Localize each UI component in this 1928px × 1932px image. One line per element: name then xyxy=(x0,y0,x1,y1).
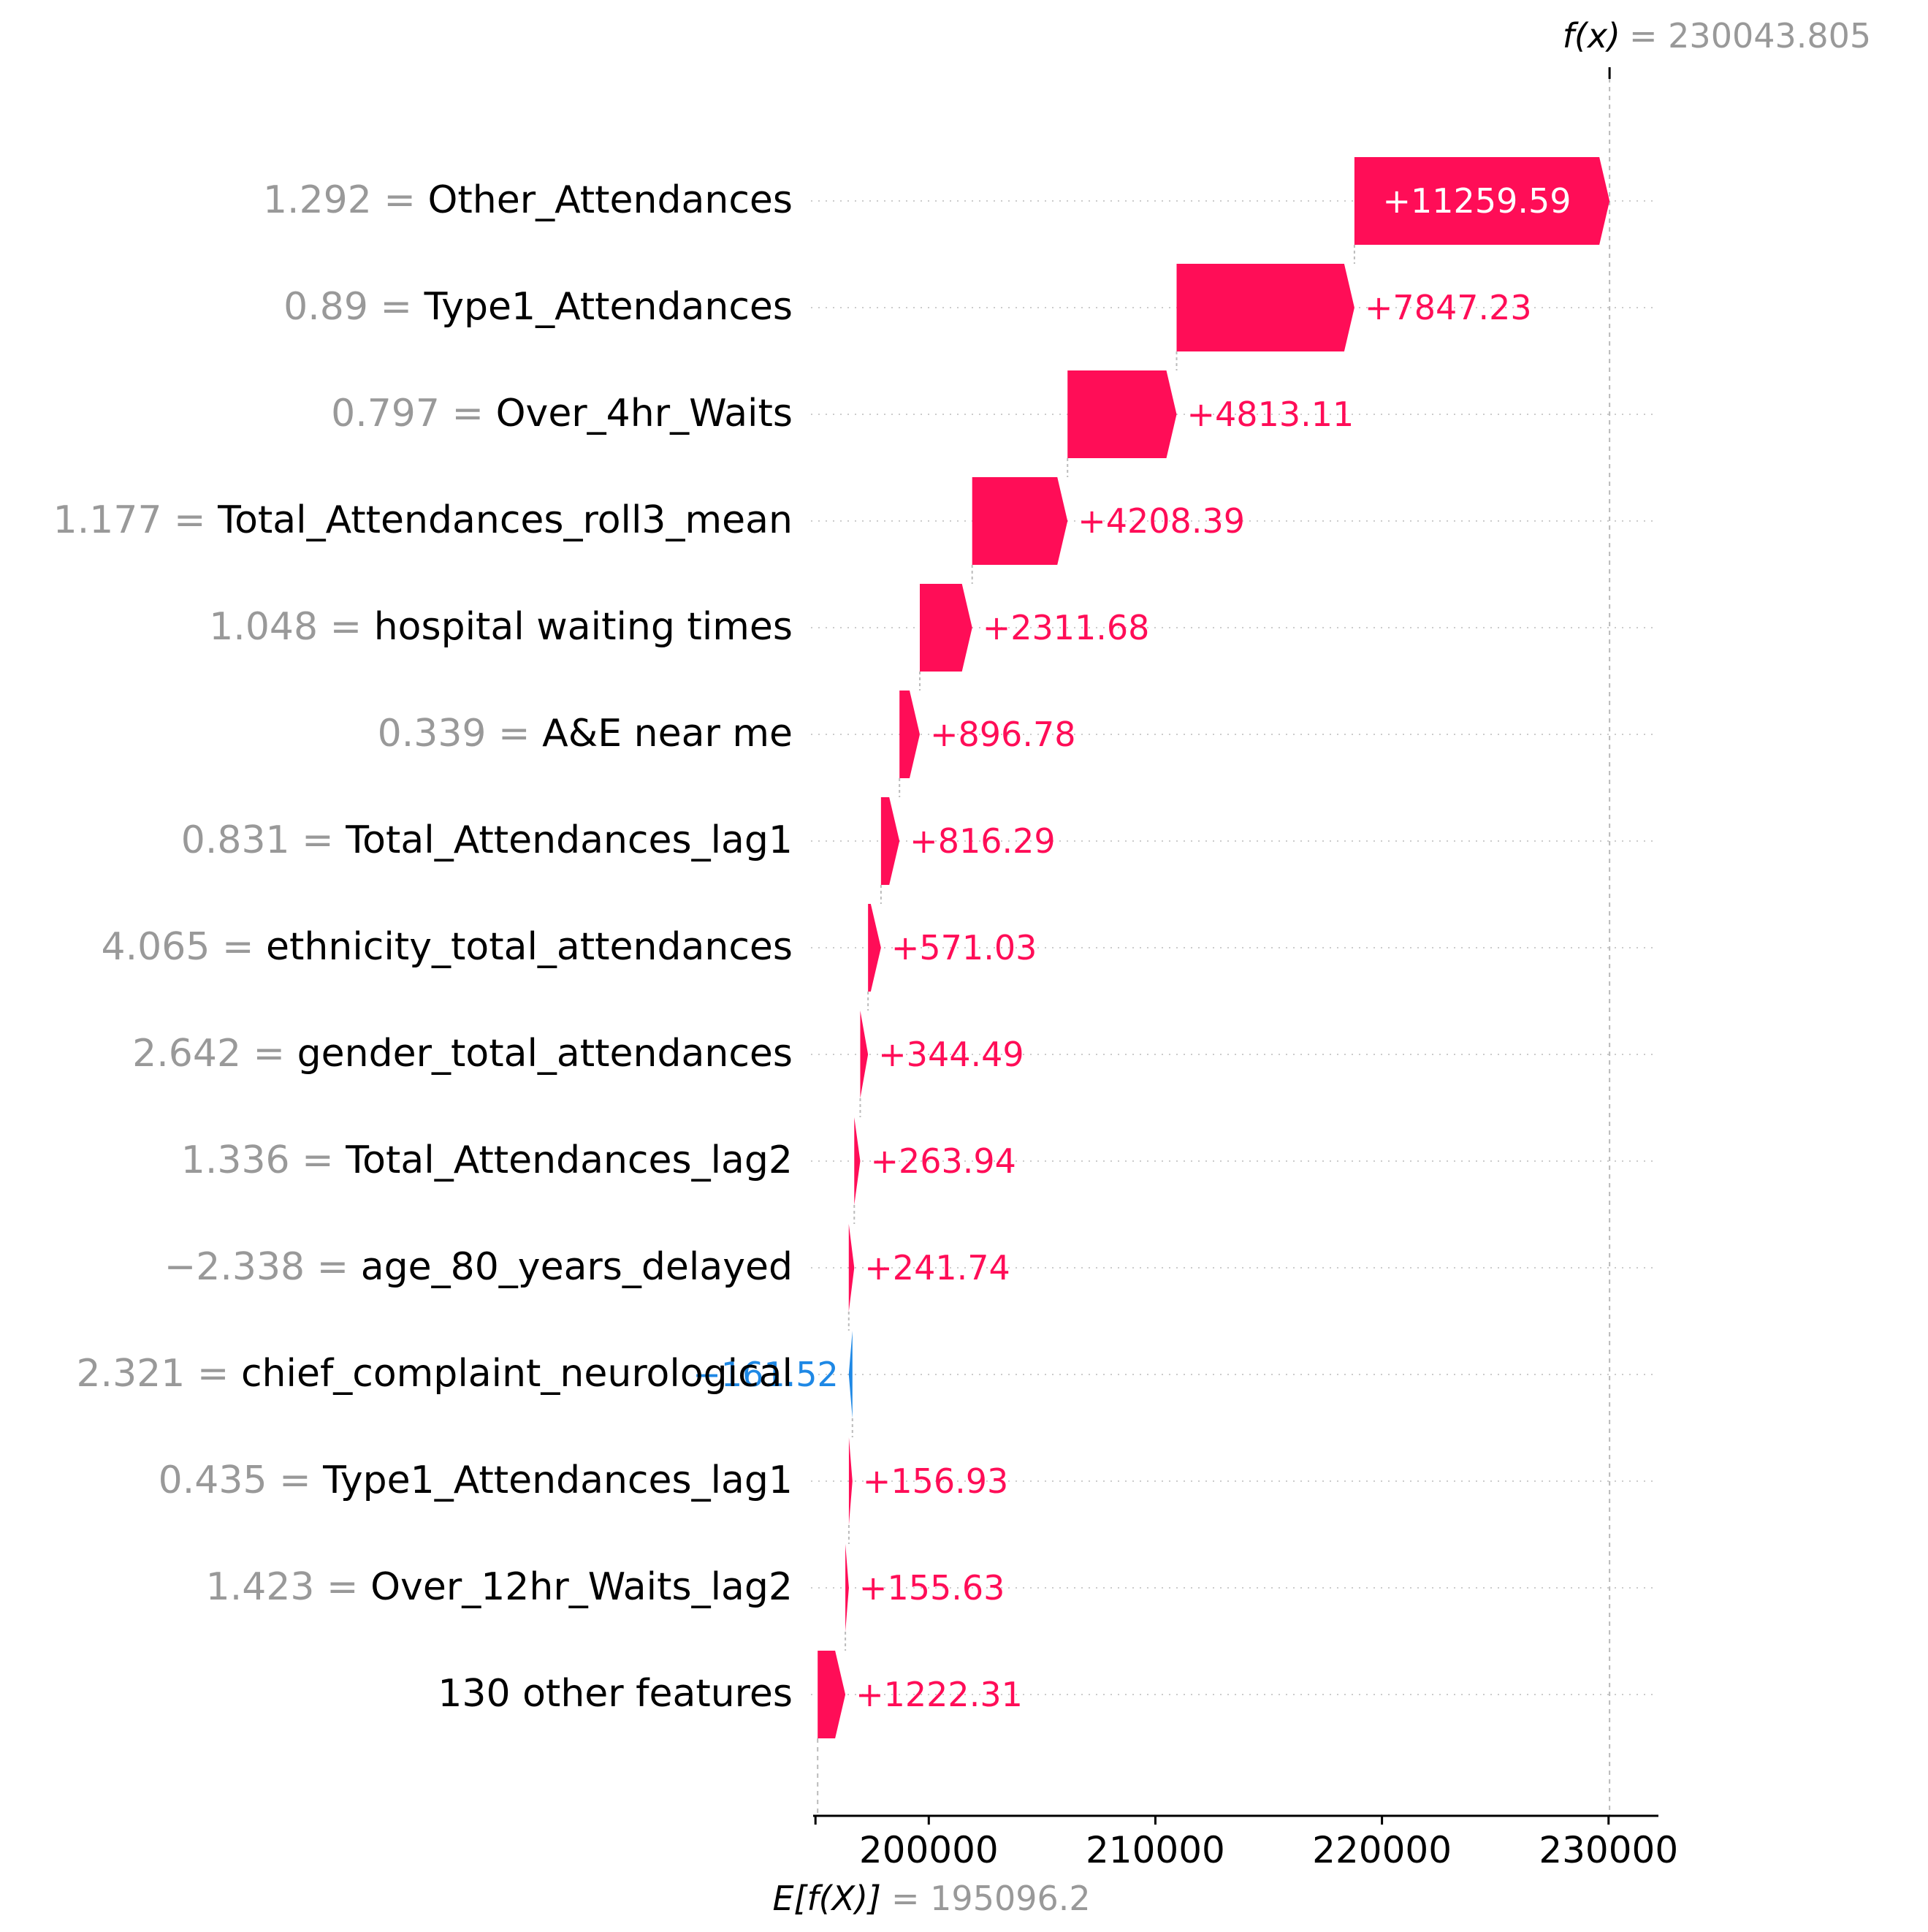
feature-label: 0.435 = Type1_Attendances_lag1 xyxy=(159,1458,793,1502)
feature-label: 1.423 = Over_12hr_Waits_lag2 xyxy=(206,1565,793,1609)
feature-label: 0.797 = Over_4hr_Waits xyxy=(331,392,793,436)
feature-value: −2.338 = xyxy=(164,1245,361,1289)
waterfall-bar xyxy=(1354,157,1610,245)
x-tick-label: 220000 xyxy=(1312,1829,1452,1871)
feature-label: 2.321 = chief_complaint_neurological xyxy=(76,1352,793,1396)
waterfall-bar xyxy=(1067,370,1177,458)
base-value-label: E[f(X)] xyxy=(772,1879,881,1918)
feature-name: gender_total_attendances xyxy=(297,1032,793,1076)
bar-value-label: −161.52 xyxy=(693,1355,839,1394)
feature-value: 0.89 = xyxy=(283,285,424,329)
waterfall-bar xyxy=(868,904,881,992)
bar-value-label: +263.94 xyxy=(870,1141,1016,1181)
bar-value-label: +7847.23 xyxy=(1365,288,1532,327)
feature-label: 1.336 = Total_Attendances_lag2 xyxy=(181,1138,793,1182)
bar-value-label: +4813.11 xyxy=(1187,395,1354,434)
bar-value-label: +816.29 xyxy=(910,821,1056,861)
x-tick-label: 200000 xyxy=(859,1829,999,1871)
waterfall-bar xyxy=(845,1544,849,1632)
feature-name: hospital waiting times xyxy=(374,605,793,649)
waterfall-bar xyxy=(899,691,920,778)
feature-label: 0.89 = Type1_Attendances xyxy=(283,285,793,329)
waterfall-bar xyxy=(848,1224,855,1312)
bar-value-label: +11259.59 xyxy=(1382,181,1571,221)
bar-value-label: +155.63 xyxy=(859,1568,1005,1608)
feature-label: 130 other features xyxy=(438,1672,793,1716)
feature-value: 2.642 = xyxy=(132,1032,297,1076)
feature-name: Over_4hr_Waits xyxy=(496,392,793,436)
feature-name: Total_Attendances_lag1 xyxy=(345,818,793,862)
feature-name: Other_Attendances xyxy=(427,178,793,222)
feature-name: ethnicity_total_attendances xyxy=(266,925,793,969)
x-axis: 200000 210000 220000 230000 xyxy=(813,1814,1678,1871)
feature-label: 0.339 = A&E near me xyxy=(378,712,793,756)
bar-value-label: +241.74 xyxy=(864,1248,1010,1288)
feature-label: 1.048 = hospital waiting times xyxy=(209,605,793,649)
feature-label: 4.065 = ethnicity_total_attendances xyxy=(102,925,793,969)
bar-value-label: +896.78 xyxy=(930,715,1076,754)
x-tick-label: 230000 xyxy=(1539,1829,1678,1871)
bars: +11259.59 +7847.23 +4813.11 +4208.39 +2311.6… xyxy=(693,157,1610,1738)
feature-label: 1.177 = Total_Attendances_roll3_mean xyxy=(53,498,793,542)
feature-name: Total_Attendances_lag2 xyxy=(345,1138,793,1182)
feature-name: Type1_Attendances xyxy=(424,285,793,329)
bar-value-label: +344.49 xyxy=(878,1035,1024,1074)
feature-label: 2.642 = gender_total_attendances xyxy=(132,1032,793,1076)
bar-value-label: +1222.31 xyxy=(856,1675,1023,1714)
waterfall-bar xyxy=(854,1117,861,1205)
waterfall-bar xyxy=(919,584,972,672)
bar-value-label: +571.03 xyxy=(891,928,1037,967)
feature-value: 0.797 = xyxy=(331,392,496,436)
x-tick-label: 210000 xyxy=(1086,1829,1225,1871)
bar-value-label: +2311.68 xyxy=(983,608,1150,647)
waterfall-bar xyxy=(1176,264,1354,351)
feature-value: 1.177 = xyxy=(53,498,218,542)
feature-name: chief_complaint_neurological xyxy=(241,1352,793,1396)
feature-value: 0.831 = xyxy=(181,818,346,862)
feature-value: 1.292 = xyxy=(263,178,428,222)
waterfall-bar xyxy=(860,1011,869,1098)
waterfall-bar xyxy=(848,1437,853,1525)
output-value-text: = 230043.805 xyxy=(1629,16,1871,56)
waterfall-bar xyxy=(818,1651,846,1738)
feature-name: A&E near me xyxy=(542,712,793,756)
feature-name: Total_Attendances_roll3_mean xyxy=(217,498,793,542)
feature-value: 1.048 = xyxy=(209,605,374,649)
feature-name: 130 other features xyxy=(438,1672,793,1716)
base-value-text: = 195096.2 xyxy=(891,1879,1091,1918)
reference-lines xyxy=(817,67,1611,1816)
feature-value: 1.336 = xyxy=(181,1138,346,1182)
feature-name: Over_12hr_Waits_lag2 xyxy=(370,1565,793,1609)
waterfall-bar xyxy=(880,797,900,885)
waterfall-bar xyxy=(972,477,1068,565)
feature-name: age_80_years_delayed xyxy=(361,1245,793,1289)
feature-value: 2.321 = xyxy=(76,1352,241,1396)
bar-value-label: +4208.39 xyxy=(1078,501,1245,541)
output-label: f(x) xyxy=(1563,16,1620,56)
feature-label: 1.292 = Other_Attendances xyxy=(263,178,793,222)
waterfall-bar xyxy=(848,1331,853,1418)
bar-value-label: +156.93 xyxy=(863,1461,1009,1501)
feature-value: 4.065 = xyxy=(102,925,267,969)
row-gridlines xyxy=(811,200,1658,1695)
feature-name: Type1_Attendances_lag1 xyxy=(322,1458,793,1502)
feature-label: 0.831 = Total_Attendances_lag1 xyxy=(181,818,793,862)
feature-value: 0.435 = xyxy=(159,1458,324,1502)
feature-label: −2.338 = age_80_years_delayed xyxy=(164,1245,793,1289)
feature-value: 0.339 = xyxy=(378,712,543,756)
feature-labels: 1.292 = Other_Attendances 0.89 = Type1_At… xyxy=(53,178,793,1716)
feature-value: 1.423 = xyxy=(206,1565,371,1609)
